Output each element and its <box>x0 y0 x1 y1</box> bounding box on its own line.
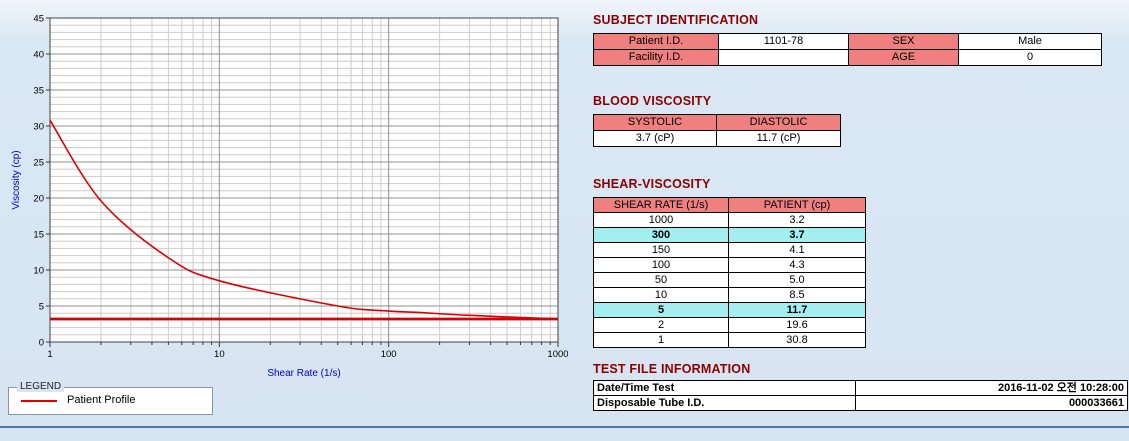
shear-row: 1 30.8 <box>593 332 866 348</box>
legend-series-label: Patient Profile <box>67 394 136 406</box>
age-value: 0 <box>958 49 1102 66</box>
shear-viscosity-chart-panel: 0 5 10 15 20 25 30 35 40 45 1 10 100 1000 Shear Rate (… <box>8 8 569 380</box>
patient-cp-header: PATIENT (cp) <box>728 197 866 213</box>
shear-row: 2 19.6 <box>593 317 866 333</box>
grid-minor <box>50 18 558 342</box>
patient-viscosity-cell: 30.8 <box>728 332 866 348</box>
table-row: Patient I.D. 1101-78 SEX Male <box>593 33 1102 50</box>
svg-text:45: 45 <box>33 14 44 25</box>
patient-viscosity-cell: 5.0 <box>728 272 866 288</box>
table-row: Disposable Tube I.D. 000033661 <box>593 395 1128 411</box>
blood-viscosity-heading: BLOOD VISCOSITY <box>593 94 712 108</box>
viscosity-chart: 0 5 10 15 20 25 30 35 40 45 1 10 100 1000 Shear Rate (… <box>8 8 569 385</box>
patient-id-label: Patient I.D. <box>593 33 719 50</box>
axis-titles: Shear Rate (1/s) Viscosity (cp) <box>11 150 341 379</box>
shear-row: 10 8.5 <box>593 287 866 303</box>
shear-row: 1000 3.2 <box>593 212 866 228</box>
patient-id-value: 1101-78 <box>718 33 849 50</box>
svg-text:20: 20 <box>33 194 44 205</box>
facility-id-label: Facility I.D. <box>593 49 719 66</box>
patient-viscosity-cell: 11.7 <box>728 302 866 318</box>
sex-label: SEX <box>848 33 959 50</box>
legend-title: LEGEND <box>17 381 65 392</box>
shear-rate-cell: 2 <box>593 317 729 333</box>
y-axis-title: Viscosity (cp) <box>11 150 22 209</box>
series-patient-profile <box>49 119 559 320</box>
table-row: SYSTOLIC DIASTOLIC <box>593 114 841 131</box>
shear-rate-cell: 100 <box>593 257 729 273</box>
svg-text:10: 10 <box>33 266 44 277</box>
svg-text:40: 40 <box>33 50 44 61</box>
shear-rate-cell: 5 <box>593 302 729 318</box>
panel-bottom-divider <box>0 426 1129 428</box>
shear-rate-header: SHEAR RATE (1/s) <box>593 197 729 213</box>
shear-row: 300 3.7 <box>593 227 866 243</box>
svg-text:0: 0 <box>39 338 44 349</box>
legend-box: LEGEND Patient Profile <box>8 381 213 415</box>
shear-row: 150 4.1 <box>593 242 866 258</box>
blood-viscosity-table: SYSTOLIC DIASTOLIC 3.7 (cP) 11.7 (cP) <box>593 114 841 147</box>
shear-rate-cell: 1 <box>593 332 729 348</box>
subject-identification-heading: SUBJECT IDENTIFICATION <box>593 13 759 27</box>
diastolic-header: DIASTOLIC <box>716 114 841 131</box>
shear-rate-cell: 50 <box>593 272 729 288</box>
shear-viscosity-heading: SHEAR-VISCOSITY <box>593 177 711 191</box>
facility-id-value <box>718 49 849 66</box>
shear-rate-cell: 10 <box>593 287 729 303</box>
sex-value: Male <box>958 33 1102 50</box>
date-time-value: 2016-11-02 오전 10:28:00 <box>855 380 1128 396</box>
table-row: 3.7 (cP) 11.7 (cP) <box>593 130 841 147</box>
table-header-row: SHEAR RATE (1/s) PATIENT (cp) <box>593 197 866 213</box>
patient-viscosity-cell: 8.5 <box>728 287 866 303</box>
table-row: Date/Time Test 2016-11-02 오전 10:28:00 <box>593 380 1128 396</box>
test-file-table: Date/Time Test 2016-11-02 오전 10:28:00 Di… <box>593 380 1128 411</box>
patient-profile-line-sample <box>21 400 57 402</box>
shear-rate-cell: 1000 <box>593 212 729 228</box>
svg-text:25: 25 <box>33 158 44 169</box>
shear-rate-cell: 300 <box>593 227 729 243</box>
svg-text:10: 10 <box>214 349 225 360</box>
shear-row: 50 5.0 <box>593 272 866 288</box>
patient-viscosity-cell: 4.1 <box>728 242 866 258</box>
patient-viscosity-cell: 4.3 <box>728 257 866 273</box>
systolic-header: SYSTOLIC <box>593 114 717 131</box>
tube-id-label: Disposable Tube I.D. <box>593 395 856 411</box>
systolic-value: 3.7 (cP) <box>593 130 717 147</box>
svg-text:30: 30 <box>33 122 44 133</box>
svg-text:35: 35 <box>33 86 44 97</box>
svg-text:100: 100 <box>381 349 397 360</box>
test-file-information-heading: TEST FILE INFORMATION <box>593 362 751 376</box>
diastolic-value: 11.7 (cP) <box>716 130 841 147</box>
table-row: Facility I.D. AGE 0 <box>593 49 1102 66</box>
svg-text:1: 1 <box>47 349 52 360</box>
axes-ticks: 0 5 10 15 20 25 30 35 40 45 1 10 100 1000 <box>33 14 568 361</box>
x-axis-title: Shear Rate (1/s) <box>267 368 340 379</box>
tube-id-value: 000033661 <box>855 395 1128 411</box>
date-time-label: Date/Time Test <box>593 380 856 396</box>
grid-major <box>50 18 558 342</box>
patient-viscosity-cell: 19.6 <box>728 317 866 333</box>
svg-text:1000: 1000 <box>547 349 568 360</box>
shear-row: 5 11.7 <box>593 302 866 318</box>
patient-viscosity-cell: 3.2 <box>728 212 866 228</box>
age-label: AGE <box>848 49 959 66</box>
subject-identification-table: Patient I.D. 1101-78 SEX Male Facility I… <box>593 33 1102 66</box>
svg-text:5: 5 <box>39 302 44 313</box>
svg-text:15: 15 <box>33 230 44 241</box>
shear-viscosity-table: SHEAR RATE (1/s) PATIENT (cp) 1000 3.2 3… <box>593 197 866 348</box>
shear-rate-cell: 150 <box>593 242 729 258</box>
shear-row: 100 4.3 <box>593 257 866 273</box>
patient-viscosity-cell: 3.7 <box>728 227 866 243</box>
